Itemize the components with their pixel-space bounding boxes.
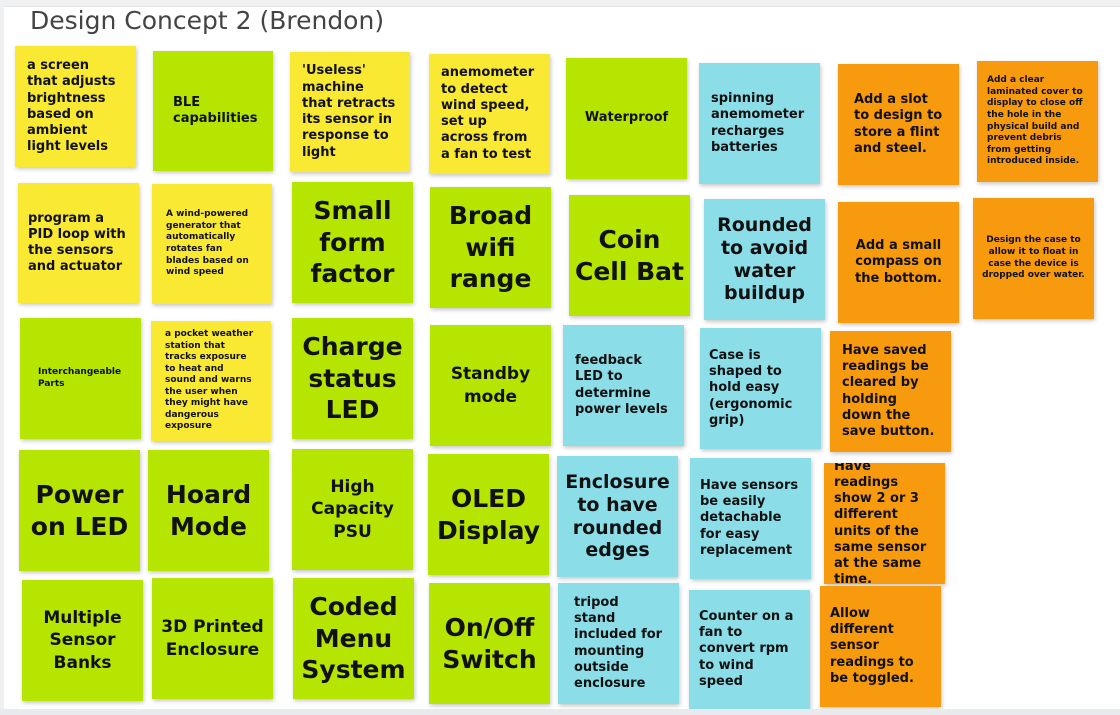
sticky-note[interactable]: Have sensors be easily detachable for ea… xyxy=(690,458,811,579)
sticky-text: BLE capabilities xyxy=(173,94,258,126)
sticky-note[interactable]: Add a clear laminated cover to display t… xyxy=(977,61,1098,182)
sticky-note[interactable]: Coin Cell Bat xyxy=(569,195,690,316)
sticky-note[interactable]: Add a small compass on the bottom. xyxy=(838,202,959,323)
sticky-text: Add a clear laminated cover to display t… xyxy=(987,75,1083,167)
sticky-text: Have readings show 2 or 3 different unit… xyxy=(834,463,927,584)
sticky-text: Enclosure to have rounded edges xyxy=(565,470,670,562)
sticky-text: Counter on a fan to convert rpm to wind … xyxy=(699,608,794,689)
sticky-text: Add a small compass on the bottom. xyxy=(855,238,942,286)
sticky-text: Power on LED xyxy=(30,480,129,541)
sticky-note[interactable]: a pocket weather station that tracks exp… xyxy=(151,321,271,441)
sticky-note[interactable]: Small form factor xyxy=(292,182,413,303)
sticky-note[interactable]: tripod stand included for mounting outsi… xyxy=(558,583,679,704)
sticky-note[interactable]: Counter on a fan to convert rpm to wind … xyxy=(689,590,810,709)
sticky-note[interactable]: High Capacity PSU xyxy=(292,449,413,570)
sticky-text: Charge status LED xyxy=(302,332,403,425)
sticky-note[interactable]: Standby mode xyxy=(430,325,551,446)
sticky-note[interactable]: BLE capabilities xyxy=(153,51,273,171)
sticky-note[interactable]: Design the case to allow it to float in … xyxy=(973,198,1094,319)
sticky-note[interactable]: Power on LED xyxy=(19,450,140,571)
sticky-text: Small form factor xyxy=(310,196,395,289)
sticky-text: Rounded to avoid water buildup xyxy=(717,213,812,305)
sticky-text: A wind-powered generator that automatica… xyxy=(166,209,249,278)
sticky-text: Coin Cell Bat xyxy=(574,225,685,286)
sticky-text: spinning anemometer recharges batteries xyxy=(711,91,805,155)
sticky-text: Have sensors be easily detachable for ea… xyxy=(700,477,799,558)
sticky-note[interactable]: Enclosure to have rounded edges xyxy=(557,456,678,577)
bottom-scroll-area xyxy=(0,709,1120,715)
sticky-text: High Capacity PSU xyxy=(311,477,394,542)
sticky-text: Multiple Sensor Banks xyxy=(43,608,122,673)
sticky-note[interactable]: 3D Printed Enclosure xyxy=(152,578,273,699)
sticky-note[interactable]: Have readings show 2 or 3 different unit… xyxy=(824,463,945,584)
sticky-note[interactable]: Waterproof xyxy=(566,58,687,179)
board-title: Design Concept 2 (Brendon) xyxy=(30,6,385,35)
sticky-text: Add a slot to design to store a flint an… xyxy=(854,92,943,156)
sticky-note[interactable]: 'Useless' machine that retracts its sens… xyxy=(290,52,410,172)
sticky-note[interactable]: A wind-powered generator that automatica… xyxy=(152,184,272,304)
sticky-note[interactable]: Broad wifi range xyxy=(430,187,551,308)
sticky-text: program a PID loop with the sensors and … xyxy=(28,210,126,275)
sticky-text: a pocket weather station that tracks exp… xyxy=(165,329,254,432)
sticky-note[interactable]: program a PID loop with the sensors and … xyxy=(18,183,139,303)
sticky-note[interactable]: Interchangeable Parts xyxy=(20,318,141,439)
sticky-note[interactable]: Hoard Mode xyxy=(148,450,269,571)
sticky-text: Allow different sensor readings to be to… xyxy=(830,605,914,686)
sticky-text: a screen that adjusts brightness based o… xyxy=(27,58,116,155)
sticky-note[interactable]: OLED Display xyxy=(428,454,549,575)
sticky-note[interactable]: Multiple Sensor Banks xyxy=(22,580,143,701)
sticky-text: feedback LED to determine power levels xyxy=(575,353,668,417)
sticky-note[interactable]: Have saved readings be cleared by holdin… xyxy=(830,331,951,452)
sticky-note[interactable]: feedback LED to determine power levels xyxy=(563,325,684,446)
sticky-text: anemometer to detect wind speed, set up … xyxy=(441,65,535,162)
sticky-text: Standby mode xyxy=(450,364,531,407)
sticky-text: OLED Display xyxy=(436,484,541,545)
sticky-text: Interchangeable Parts xyxy=(38,366,122,389)
sticky-note[interactable]: Case is shaped to hold easy (ergonomic g… xyxy=(700,328,821,449)
sticky-text: On/Off Switch xyxy=(442,613,537,674)
sticky-text: 'Useless' machine that retracts its sens… xyxy=(302,63,396,160)
sticky-note[interactable]: Add a slot to design to store a flint an… xyxy=(838,64,959,185)
sticky-text: Coded Menu System xyxy=(301,592,406,685)
sticky-note[interactable]: anemometer to detect wind speed, set up … xyxy=(429,54,550,174)
sticky-text: Hoard Mode xyxy=(165,480,252,541)
sticky-note[interactable]: a screen that adjusts brightness based o… xyxy=(15,46,136,167)
sticky-text: Have saved readings be cleared by holdin… xyxy=(842,342,935,439)
sticky-text: Waterproof xyxy=(584,110,669,126)
sticky-text: Broad wifi range xyxy=(448,201,533,294)
sticky-note[interactable]: Coded Menu System xyxy=(293,578,414,699)
sticky-text: tripod stand included for mounting outsi… xyxy=(574,594,663,691)
sticky-note[interactable]: Allow different sensor readings to be to… xyxy=(820,586,941,707)
sticky-note[interactable]: Rounded to avoid water buildup xyxy=(704,199,825,320)
sticky-text: Case is shaped to hold easy (ergonomic g… xyxy=(709,347,793,428)
sticky-note[interactable]: Charge status LED xyxy=(292,318,413,439)
sticky-note[interactable]: On/Off Switch xyxy=(429,583,550,704)
sticky-text: 3D Printed Enclosure xyxy=(161,617,264,660)
sticky-text: Design the case to allow it to float in … xyxy=(982,235,1085,281)
sticky-note[interactable]: spinning anemometer recharges batteries xyxy=(699,63,820,184)
